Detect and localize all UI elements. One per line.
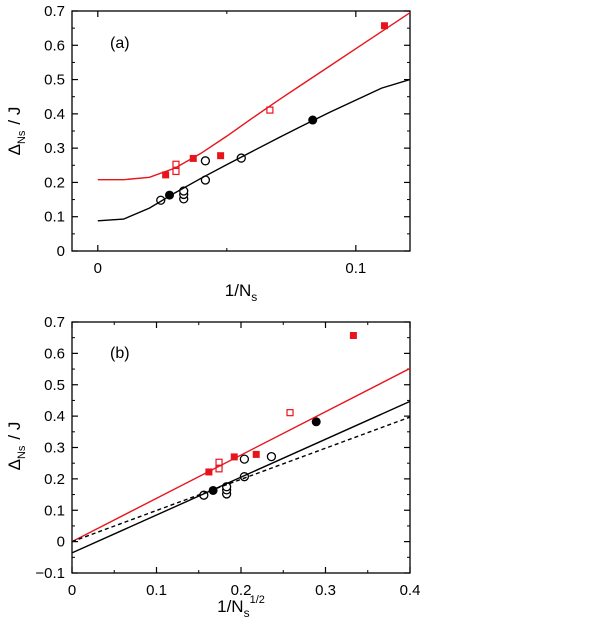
y-axis-title-tail: / J — [5, 422, 24, 440]
data-point-filled-square — [252, 450, 260, 458]
y-axis-title-sub: Ns — [16, 445, 28, 459]
data-point-open-circle — [239, 454, 250, 464]
y-tick-label: 0.7 — [44, 314, 65, 331]
x-tick-label: 0.1 — [345, 260, 366, 277]
chart-panel-b: −0.100.10.20.30.40.50.60.70 0.1 0.2 0.3 0.4(… — [5, 314, 420, 620]
chart-panel-a: 0 0.1 0.2 0.3 0.4 0.5 0.6 0.7 0 0.1 (a) 1/Ns ΔNs / J — [5, 3, 411, 304]
x-tick-label: 0 — [94, 260, 102, 277]
y-tick-label: 0.4 — [44, 408, 65, 425]
x-tick-label: 0 — [68, 582, 76, 599]
y-tick-label: 0.3 — [44, 140, 65, 157]
data-point-filled-square — [217, 152, 225, 160]
fit-line — [72, 400, 410, 554]
y-axis-title-sub: Ns — [16, 130, 28, 144]
y-tick-label: 0.2 — [44, 174, 65, 191]
y-tick-label: 0.6 — [44, 37, 65, 54]
data-point-filled-square — [230, 453, 238, 461]
x-axis-title: 1/Ns — [225, 281, 257, 304]
y-tick-label: 0.1 — [44, 209, 65, 226]
x-tick-label: 0.4 — [400, 582, 421, 599]
y-tick-label: 0 — [57, 243, 65, 260]
y-tick-label: −0.1 — [35, 565, 65, 582]
data-point-open-square — [172, 167, 180, 176]
panel-label: (a) — [110, 35, 130, 52]
x-tick-label: 0.2 — [231, 582, 252, 599]
x-axis-title-main: 1/N — [225, 281, 251, 300]
x-tick-label: 0.3 — [315, 582, 336, 599]
data-point-filled-square — [349, 331, 357, 339]
data-point-open-square — [215, 458, 223, 466]
fit-line — [72, 367, 410, 543]
y-axis-title: ΔNs / J — [5, 107, 28, 156]
data-point-open-square — [266, 106, 274, 114]
data-point-filled-square — [162, 171, 170, 179]
x-axis-title-sub: s — [244, 606, 250, 620]
y-tick-label: 0.7 — [44, 3, 65, 20]
y-tick-label: 0.1 — [44, 502, 65, 519]
x-axis-title-sub: s — [251, 290, 257, 304]
y-tick-label: 0.4 — [44, 106, 65, 123]
data-point-open-square — [286, 409, 294, 417]
y-axis-title-main: Δ — [5, 144, 24, 155]
y-tick-label: 0.3 — [44, 440, 65, 457]
fit-line — [97, 78, 410, 222]
y-axis-title-main: Δ — [5, 459, 24, 470]
data-point-filled-circle — [311, 417, 321, 427]
data-point-open-circle — [266, 451, 277, 462]
y-tick-label: 0.5 — [44, 72, 65, 89]
x-tick-label: 0.1 — [146, 582, 167, 599]
y-tick-label: 0.6 — [44, 345, 65, 362]
data-point-filled-square — [380, 22, 388, 30]
x-axis-title-main: 1/N — [217, 597, 243, 616]
y-tick-label: 0.2 — [44, 471, 65, 488]
panel-label: (b) — [110, 345, 130, 362]
data-point-open-circle — [200, 156, 211, 166]
x-axis-title: 1/Ns1/2 — [217, 594, 265, 620]
y-axis-title-tail: / J — [5, 107, 24, 125]
y-axis-title: ΔNs / J — [5, 422, 28, 471]
x-axis-title-sup: 1/2 — [250, 594, 265, 606]
y-tick-label: 0.5 — [44, 377, 65, 394]
y-tick-label: 0 — [57, 534, 65, 551]
fit-line — [97, 12, 410, 181]
